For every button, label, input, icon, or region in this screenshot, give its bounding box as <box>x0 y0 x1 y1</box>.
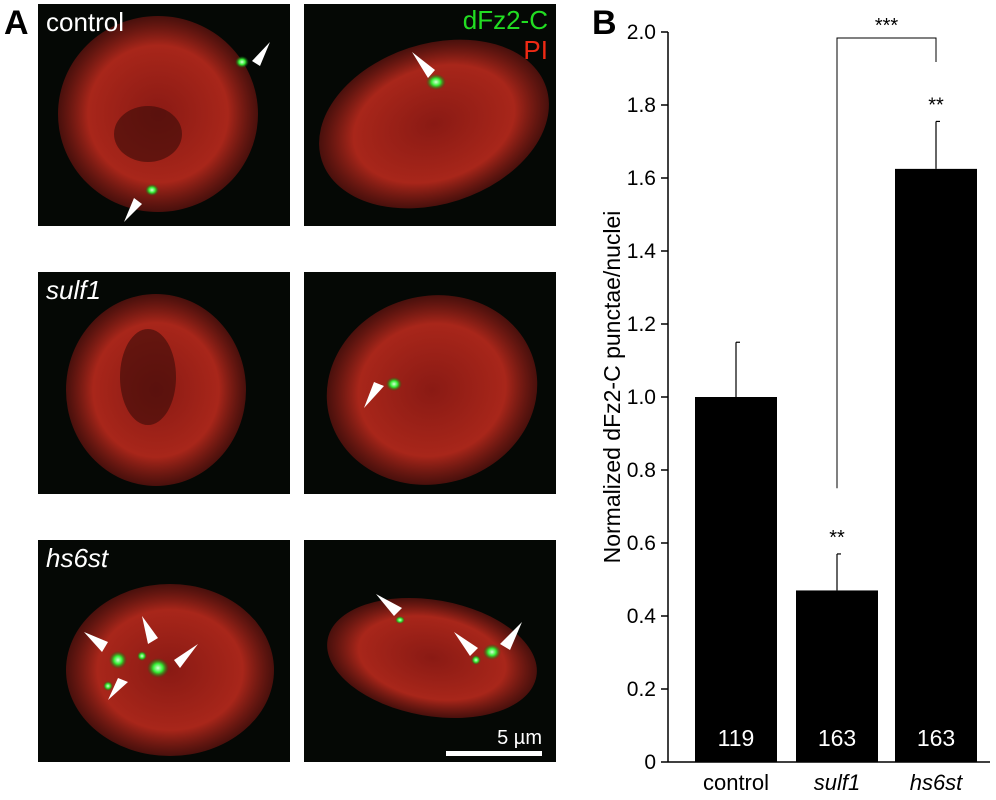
significance-label: ** <box>829 527 845 549</box>
punctum <box>395 616 405 624</box>
punctum <box>145 184 159 196</box>
panel-a-letter: A <box>4 4 29 42</box>
bar-n-label: 163 <box>818 725 856 751</box>
chart-bars <box>695 37 977 762</box>
arrowhead-icon <box>500 622 522 650</box>
nucleus <box>326 295 538 485</box>
bracket-label: *** <box>875 15 899 37</box>
scale-bar-label: 5 µm <box>497 727 542 749</box>
arrowhead-icon <box>252 42 270 66</box>
significance-label: ** <box>928 94 944 116</box>
arrowhead-icon <box>124 198 142 222</box>
y-tick-label: 1.0 <box>627 386 656 409</box>
y-axis-label: Normalized dFz2-C punctae/nuclei <box>599 211 625 564</box>
row-label-control: control <box>46 7 125 37</box>
row-label-sulf1: sulf1 <box>46 275 101 305</box>
y-tick-label: 0 <box>644 751 656 774</box>
micrograph-control-1: control <box>38 4 290 226</box>
punctum <box>426 74 446 90</box>
arrowhead-icon <box>376 594 402 616</box>
x-tick-label: hs6st <box>910 770 963 795</box>
y-tick-label: 0.8 <box>627 459 656 482</box>
punctum <box>147 658 169 678</box>
x-tick-label: control <box>703 770 769 795</box>
bar-control <box>695 397 777 762</box>
bar-n-label: 119 <box>718 725 755 751</box>
y-tick-label: 0.4 <box>627 605 657 628</box>
nucleus <box>319 39 549 209</box>
arrowhead-icon <box>84 632 108 652</box>
micrograph-control-2: dFz2-C PI <box>304 4 556 226</box>
panel-b-letter: B <box>592 4 617 42</box>
punctum <box>103 681 113 691</box>
bar-n-label: 163 <box>917 725 955 751</box>
x-tick-label: sulf1 <box>814 770 860 795</box>
arrowhead-icon <box>174 644 198 668</box>
punctum <box>235 56 249 68</box>
micrograph-hs6st-2: 5 µm <box>304 540 556 762</box>
row-label-hs6st: hs6st <box>46 543 109 573</box>
micrograph-hs6st-1: hs6st <box>38 540 290 762</box>
significance-bracket <box>836 37 937 489</box>
bar-chart: 0 0.2 0.4 0.6 0.8 1.0 1.2 1.4 1.6 1.8 2.0 Normalize… <box>599 15 990 795</box>
arrowhead-icon <box>412 52 435 78</box>
legend-red-label: PI <box>523 35 548 65</box>
punctum <box>137 651 147 661</box>
y-tick-label: 1.6 <box>627 167 656 190</box>
scale-bar <box>446 751 542 756</box>
legend-green-label: dFz2-C <box>462 5 548 35</box>
bar-sulf1 <box>796 590 878 762</box>
arrowhead-icon <box>108 678 128 700</box>
punctum <box>386 377 402 391</box>
chart-axes: 0 0.2 0.4 0.6 0.8 1.0 1.2 1.4 1.6 1.8 2.0 Normalize… <box>599 21 990 774</box>
arrowhead-icon <box>454 632 478 656</box>
punctum <box>483 644 501 660</box>
y-tick-label: 0.6 <box>627 532 656 555</box>
punctum <box>471 655 481 665</box>
nucleus <box>66 584 274 756</box>
arrowhead-icon <box>142 616 158 644</box>
bar-hs6st <box>895 168 977 762</box>
arrowhead-icon <box>364 382 384 408</box>
y-tick-label: 1.4 <box>627 240 657 263</box>
y-tick-label: 0.2 <box>627 678 656 701</box>
micrograph-sulf1-2 <box>304 272 556 494</box>
y-tick-label: 2.0 <box>627 21 656 44</box>
micrograph-sulf1-1: sulf1 <box>38 272 290 494</box>
y-tick-label: 1.2 <box>627 313 656 336</box>
y-tick-label: 1.8 <box>627 94 656 117</box>
punctum <box>109 651 127 669</box>
nucleus <box>327 597 537 719</box>
